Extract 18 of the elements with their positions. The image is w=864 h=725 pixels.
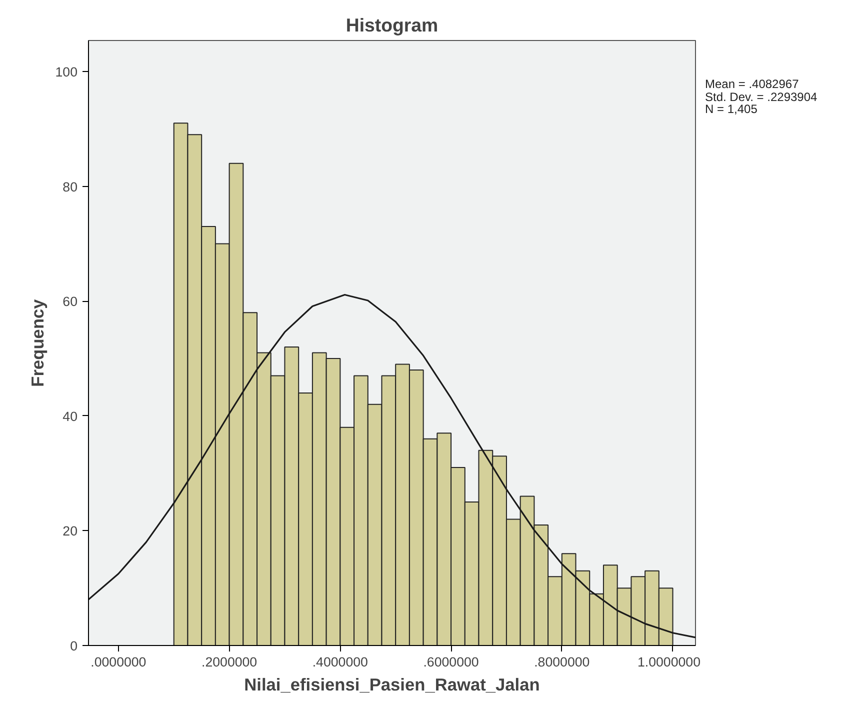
x-tick-label: .6000000	[423, 654, 479, 670]
text: N = 1,405	[705, 102, 758, 116]
y-tick-label: 20	[62, 524, 78, 539]
y-tick-label: 40	[62, 408, 78, 424]
y-tick-label: 0	[70, 638, 78, 654]
text: Std. Dev. = .2293904	[705, 90, 818, 104]
x-tick-label: .8000000	[534, 654, 590, 670]
text: Mean = .4082967	[705, 77, 799, 91]
x-tick-label: 1.0000000	[637, 654, 701, 670]
x-axis-title: Nilai_efisiensi_Pasien_Rawat_Jalan	[244, 674, 540, 694]
y-tick-label: 60	[62, 294, 78, 310]
x-tick-label: .2000000	[202, 654, 258, 670]
x-tick-label: .4000000	[312, 654, 368, 670]
chart-title: Histogram	[346, 14, 438, 36]
y-tick-label: 80	[62, 179, 78, 194]
y-tick-label: 100	[55, 64, 78, 80]
x-tick-label: .0000000	[90, 654, 146, 670]
y-axis-title: Frequency	[27, 298, 48, 387]
